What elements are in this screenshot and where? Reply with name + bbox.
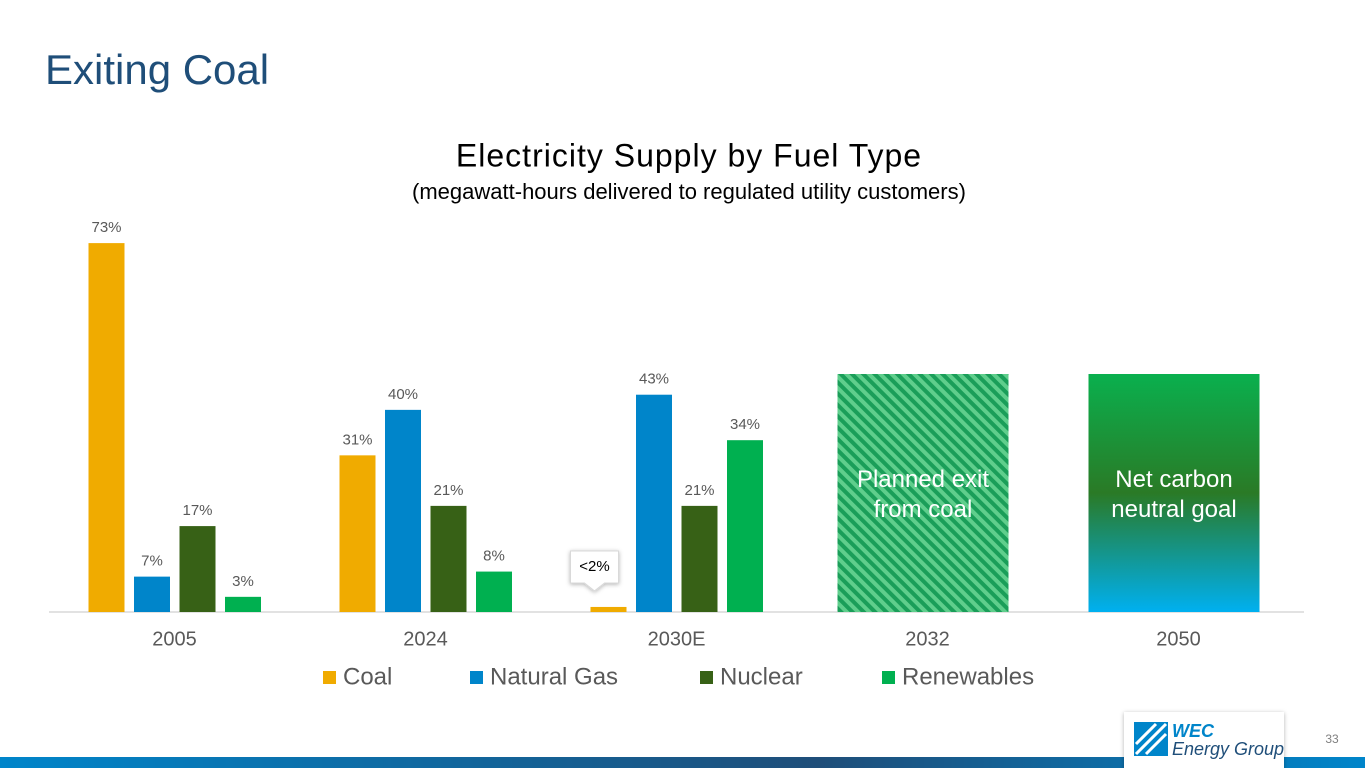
data-label: 43% <box>639 371 669 388</box>
bar <box>430 505 467 612</box>
legend-swatch <box>700 671 713 684</box>
legend-label: Coal <box>343 663 392 690</box>
annotation: Net carbon neutral goal <box>1111 466 1237 523</box>
legend-label: Nuclear <box>720 663 803 690</box>
legend-swatch <box>882 671 895 684</box>
data-label: 17% <box>182 502 212 519</box>
annotation-box <box>837 374 1009 612</box>
data-label: <2% <box>579 558 609 575</box>
legend-label: Renewables <box>902 663 1034 690</box>
x-tick-label: 2005 <box>152 628 197 650</box>
page-number: 33 <box>1325 732 1339 746</box>
data-label: 31% <box>342 431 372 448</box>
data-label: 3% <box>232 573 254 590</box>
legend-swatch <box>323 671 336 684</box>
slide-title: Exiting Coal <box>45 46 269 93</box>
data-label: 8% <box>483 548 505 565</box>
bar <box>476 571 512 612</box>
annotation: Planned exit from coal <box>856 466 990 523</box>
bar <box>590 606 627 612</box>
data-label: 7% <box>141 553 163 570</box>
data-label: 34% <box>730 416 760 433</box>
bar <box>88 243 125 612</box>
x-tick-label: 2024 <box>403 628 448 650</box>
chart-title: Electricity Supply by Fuel Type <box>456 137 922 173</box>
x-tick-label: 2032 <box>905 628 950 650</box>
callout <box>570 550 619 592</box>
annotation-box <box>1088 374 1260 612</box>
bar <box>727 440 763 612</box>
bar <box>385 409 421 612</box>
logo-text: Energy Group <box>1172 739 1284 759</box>
logo-text: WEC <box>1172 721 1215 741</box>
data-label: 21% <box>684 482 714 499</box>
footer-band <box>0 757 1365 768</box>
bar <box>134 576 170 612</box>
bar <box>636 394 672 612</box>
logo-icon <box>1134 722 1168 756</box>
chart-subtitle: (megawatt-hours delivered to regulated u… <box>412 179 966 204</box>
bar <box>339 455 376 612</box>
bar <box>681 505 718 612</box>
bar <box>225 596 261 612</box>
x-tick-label: 2050 <box>1156 628 1201 650</box>
bar <box>179 526 216 612</box>
data-label: 73% <box>91 219 121 236</box>
data-label: 40% <box>388 386 418 403</box>
legend-label: Natural Gas <box>490 663 618 690</box>
data-label: 21% <box>433 482 463 499</box>
legend-swatch <box>470 671 483 684</box>
x-tick-label: 2030E <box>648 628 706 650</box>
